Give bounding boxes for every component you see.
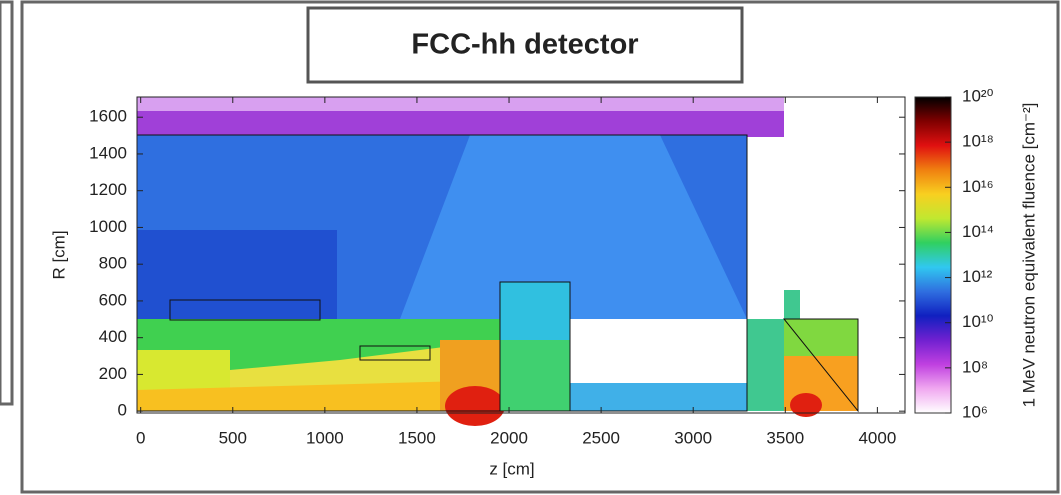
chart-title: FCC-hh detector: [411, 29, 638, 61]
colorbar-tick-label: 10¹⁴: [962, 222, 994, 241]
side-frame: [0, 0, 14, 406]
colorbar-label: 1 MeV neutron equivalent fluence [cm⁻²]: [1019, 103, 1038, 408]
colorbar-tick-label: 10²⁰: [962, 86, 994, 105]
y-tick-label: 200: [99, 364, 127, 383]
colorbar-tick-label: 10¹⁶: [962, 177, 994, 196]
y-tick-label: 1200: [89, 180, 127, 199]
colorbar: [914, 96, 952, 414]
x-tick-label: 1000: [306, 428, 344, 447]
colorbar-tick-label: 10¹⁸: [962, 132, 994, 151]
y-tick-label: 1600: [89, 107, 127, 126]
x-tick-label: 3000: [674, 428, 712, 447]
x-tick-label: 2000: [490, 428, 528, 447]
slide-frame: [20, 0, 1060, 494]
colorbar-tick-label: 10⁶: [962, 402, 988, 421]
colorbar-tick-label: 10⁸: [962, 357, 988, 376]
y-tick-label: 1400: [89, 143, 127, 162]
x-tick-label: 0: [136, 428, 145, 447]
y-axis-label: R [cm]: [49, 230, 68, 279]
x-tick-label: 2500: [582, 428, 620, 447]
colorbar-tick-label: 10¹²: [962, 267, 993, 286]
fluence-map: [136, 97, 859, 426]
y-tick-label: 600: [99, 290, 127, 309]
x-axis-label: z [cm]: [489, 459, 534, 478]
y-tick-label: 800: [99, 254, 127, 273]
title-box: [306, 6, 744, 84]
x-tick-label: 1500: [398, 428, 436, 447]
y-tick-label: 1000: [89, 217, 127, 236]
colorbar-tick-label: 10¹⁰: [962, 312, 994, 331]
x-tick-label: 4000: [858, 428, 896, 447]
x-tick-label: 3500: [766, 428, 804, 447]
plot-frame: [136, 96, 906, 414]
y-tick-label: 400: [99, 327, 127, 346]
y-tick-label: 0: [118, 401, 127, 420]
x-tick-label: 500: [219, 428, 247, 447]
